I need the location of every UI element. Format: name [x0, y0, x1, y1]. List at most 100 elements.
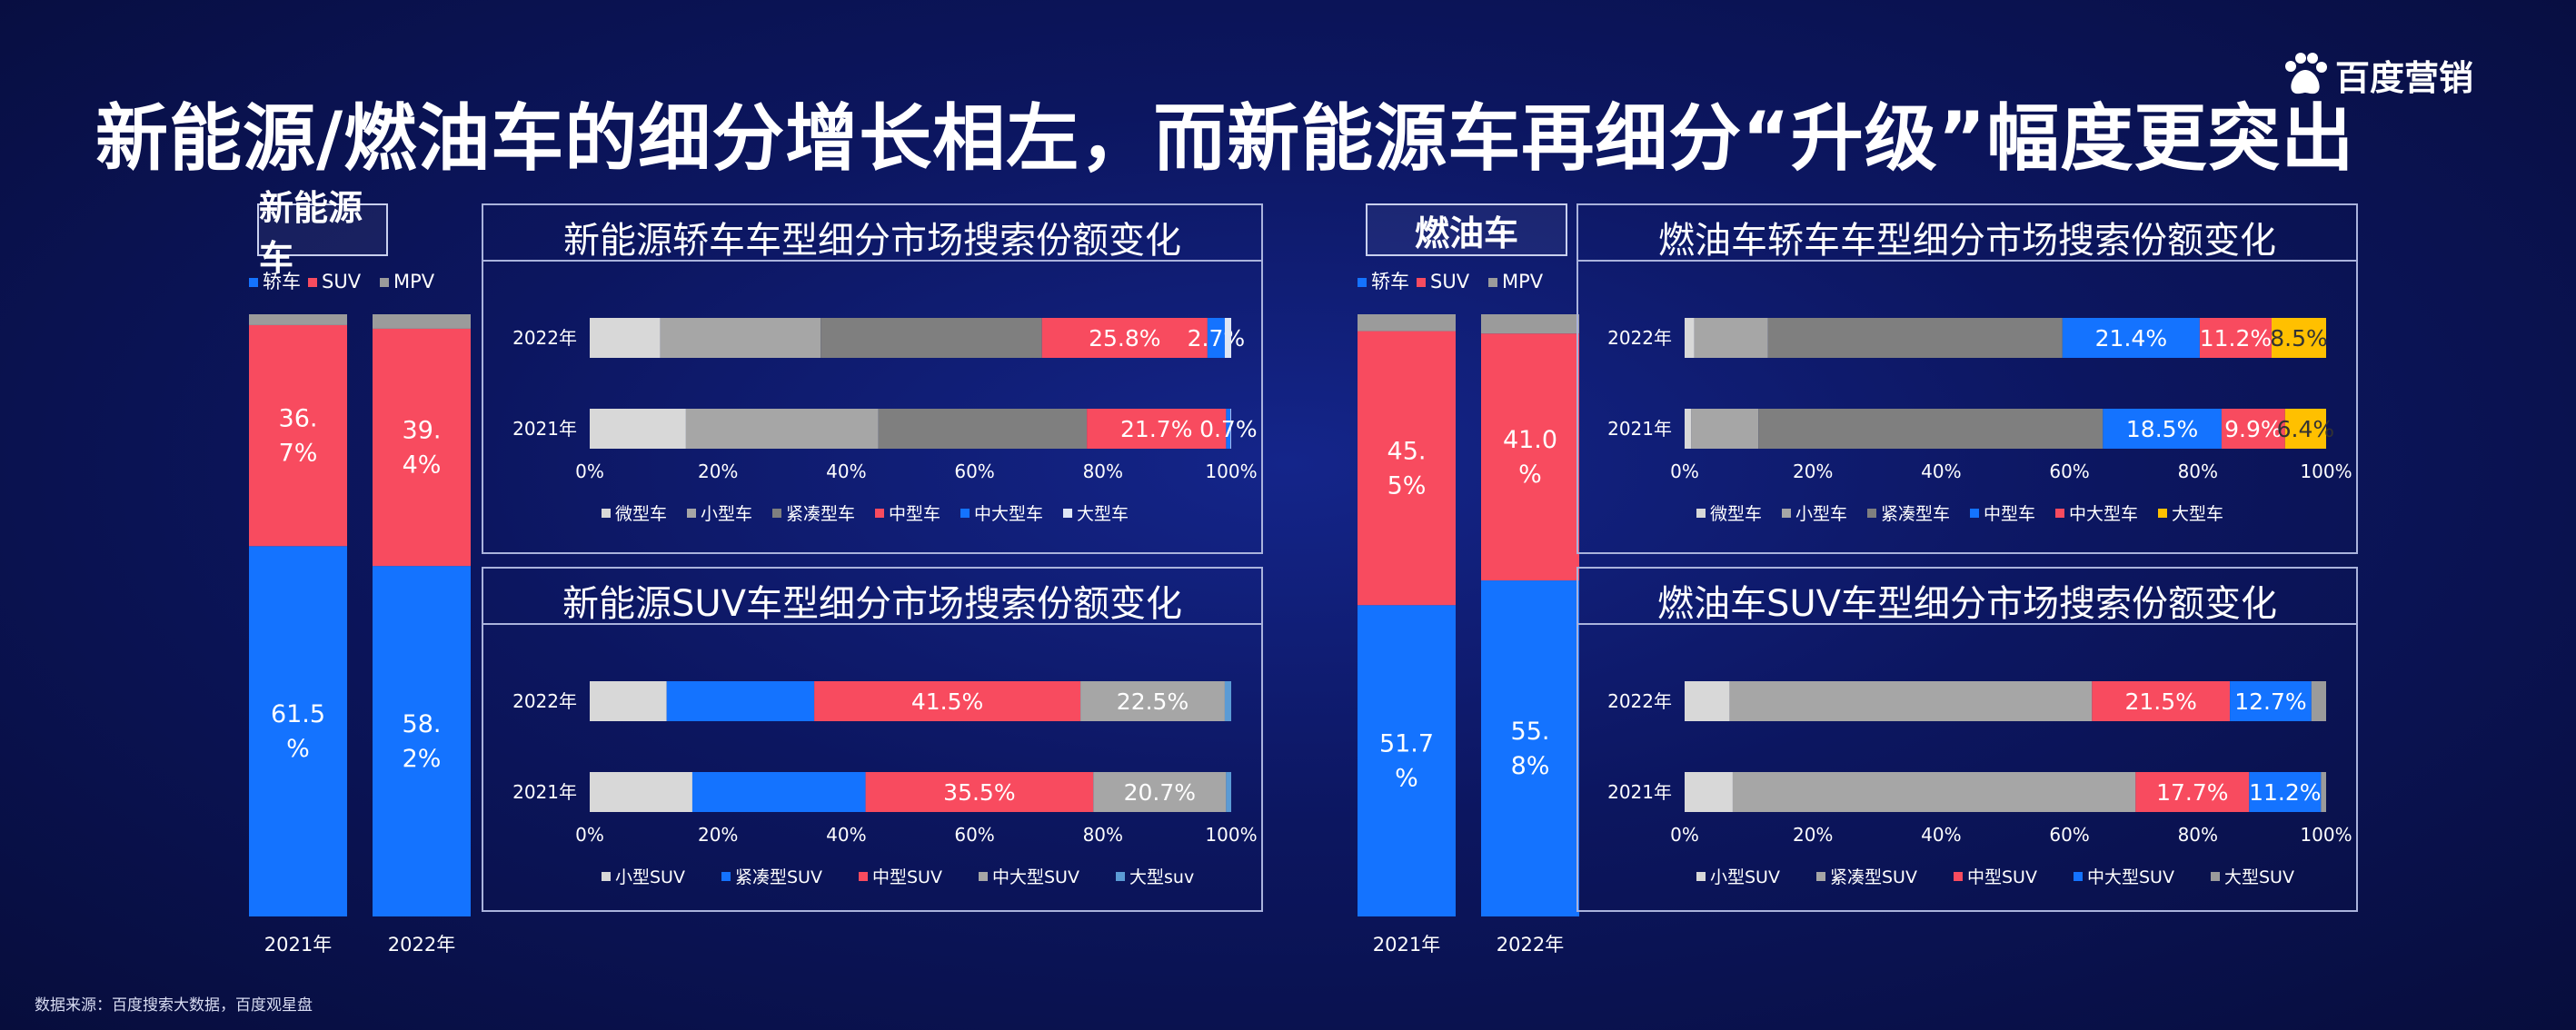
- legend-swatch: [1970, 509, 1979, 518]
- legend-label: 中型SUV: [1967, 867, 2037, 887]
- bar-segment: [1080, 681, 1225, 721]
- data-label: 0.7%: [1199, 416, 1258, 442]
- legend-swatch: [1867, 509, 1876, 518]
- legend-swatch: [772, 509, 781, 518]
- legend-swatch: [602, 509, 611, 518]
- tick-label: 0%: [575, 824, 604, 846]
- legend-label: 紧凑型车: [786, 504, 855, 524]
- baidu-marketing-logo: 百度营销: [2283, 47, 2473, 102]
- bar-segment: [373, 328, 471, 567]
- bar-segment: [249, 324, 347, 547]
- bar-segment: [814, 681, 1081, 721]
- tick-label: 60%: [954, 824, 994, 846]
- bar-segment: [249, 314, 347, 325]
- data-label: 51.7%: [1379, 730, 1434, 793]
- legend-label: 小型SUV: [615, 867, 685, 887]
- new-energy-sedan-chart: 2022年 25.8% 2.7% 2021年 21.7% 0.7% 0% 20% 40% 60% 8…: [512, 318, 1258, 524]
- legend-swatch: [960, 509, 970, 518]
- tick-label: 100%: [1205, 824, 1257, 846]
- legend-label: 紧凑型SUV: [735, 867, 822, 887]
- data-source-note: 数据来源：百度搜索大数据，百度观星盘: [35, 996, 313, 1015]
- legend-swatch: [875, 509, 884, 518]
- tick-label: 60%: [2049, 824, 2089, 846]
- legend-label: MPV: [1502, 271, 1544, 292]
- divider: [483, 623, 1261, 625]
- chart-title: 新能源SUV车型细分市场搜索份额变化: [562, 583, 1183, 625]
- panel-label-new-energy: 新能源车: [257, 188, 388, 278]
- bar-segment: [1685, 772, 1733, 812]
- tick-label: 0%: [1670, 824, 1699, 846]
- tick-label: 20%: [698, 824, 738, 846]
- data-label: 36. 7%: [279, 405, 318, 468]
- data-label: 21.4%: [2095, 325, 2167, 352]
- tick-label: 20%: [1793, 824, 1833, 846]
- legend-swatch: [2158, 509, 2167, 518]
- data-label: 45. 5%: [1387, 437, 1427, 500]
- bar-segment: [1358, 314, 1456, 332]
- data-label: 39. 4%: [403, 417, 442, 480]
- data-label: 11.2%: [2200, 325, 2272, 352]
- legend-swatch: [2211, 872, 2220, 881]
- bar-segment: [2249, 772, 2322, 812]
- bar-segment: [1230, 409, 1231, 449]
- fuel-suv-chart-panel: 燃油车SUV车型细分市场搜索份额变化 2022年 21.5% 12.7% 2021年 1…: [1576, 567, 2358, 912]
- tick-label: 0%: [1670, 461, 1699, 482]
- legend-label: 轿车: [263, 271, 301, 292]
- tick-label: 80%: [2178, 461, 2218, 482]
- legend-swatch: [1417, 278, 1426, 287]
- data-label: 21.7%: [1120, 416, 1192, 442]
- category-label: 2022年: [512, 327, 577, 349]
- bar-segment: [2199, 318, 2272, 358]
- category-label: 2022年: [388, 934, 455, 956]
- bar-segment: [590, 681, 667, 721]
- tick-label: 80%: [1083, 461, 1123, 482]
- legend-swatch: [687, 509, 696, 518]
- category-label: 2021年: [1607, 418, 1672, 440]
- divider: [483, 260, 1261, 262]
- tick-label: 20%: [1793, 461, 1833, 482]
- fuel-total-chart: 轿车 SUV MPV 51.7 % 45. 5% 2021年 55. 8% 41.0 % 2022年: [1358, 271, 1579, 956]
- bar-segment: [1224, 318, 1231, 358]
- logo-text: 百度营销: [2335, 57, 2474, 98]
- bar-segment: [1224, 681, 1231, 721]
- new-energy-suv-chart-panel: 新能源SUV车型细分市场搜索份额变化 2022年 41.5% 22.5% 2021年 3…: [482, 567, 1263, 912]
- data-label: 8.5%: [2270, 325, 2328, 352]
- bar-segment: [2092, 681, 2231, 721]
- bar-segment: [2230, 681, 2312, 721]
- bar-segment: [590, 318, 661, 358]
- tick-label: 40%: [1921, 461, 1961, 482]
- bar-segment: [1226, 409, 1231, 449]
- bar-segment: [660, 318, 821, 358]
- data-label: 22.5%: [1117, 688, 1189, 715]
- category-label: 2022年: [512, 690, 577, 712]
- data-label: 21.5%: [2124, 688, 2196, 715]
- legend-label: SUV: [322, 271, 362, 292]
- data-label: 55. 8%: [1511, 718, 1550, 780]
- bar-segment: [373, 314, 471, 329]
- category-label: 2022年: [1497, 934, 1564, 956]
- bar-segment: [1758, 409, 2104, 449]
- divider: [1578, 260, 2356, 262]
- legend-label: 大型车: [1077, 504, 1129, 524]
- bar-segment: [2311, 681, 2326, 721]
- data-label: 41.5%: [911, 688, 983, 715]
- bar-segment: [249, 546, 347, 916]
- bar-segment: [1481, 580, 1579, 916]
- legend-swatch: [1116, 872, 1125, 881]
- legend-label: 中大型SUV: [2087, 867, 2174, 887]
- legend-label: 大型SUV: [2224, 867, 2294, 887]
- data-label: 17.7%: [2156, 779, 2228, 806]
- legend-swatch: [2074, 872, 2083, 881]
- data-label: 11.2%: [2249, 779, 2321, 806]
- legend-label: 小型车: [1795, 504, 1847, 524]
- bar-segment: [373, 566, 471, 916]
- legend-label: 大型车: [2172, 504, 2223, 524]
- category-label: 2022年: [1607, 327, 1672, 349]
- legend-swatch: [859, 872, 868, 881]
- legend-swatch: [721, 872, 731, 881]
- bar-segment: [1685, 409, 1692, 449]
- tick-label: 0%: [575, 461, 604, 482]
- tick-label: 80%: [1083, 824, 1123, 846]
- legend-swatch: [1063, 509, 1072, 518]
- legend-label: 中大型车: [974, 504, 1043, 524]
